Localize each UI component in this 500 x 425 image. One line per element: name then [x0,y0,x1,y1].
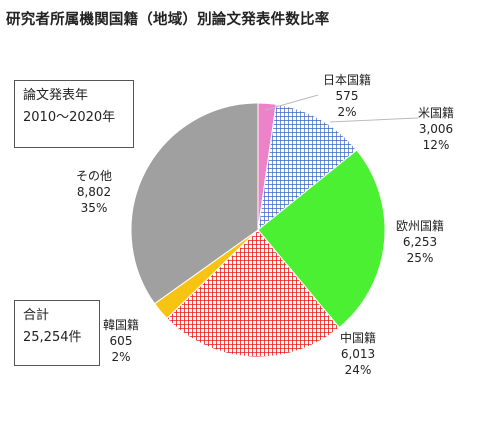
slice-label-value: 8,802 [76,185,112,199]
leader-line-japan [264,94,319,111]
slice-label-china: 中国籍 6,013 24% [340,330,376,378]
slice-label-usa: 米国籍 3,006 12% [418,105,454,153]
slice-label-name: 韓国籍 [103,318,140,332]
slice-label-percent: 12% [422,138,450,152]
pie-slice-europe [257,149,386,329]
slice-label-value: 6,253 [402,235,438,249]
slice-label-value: 3,006 [418,122,454,136]
slice-label-percent: 24% [344,363,372,377]
slice-label-percent: 2% [111,350,131,364]
chart-title: 研究者所属機関国籍（地域）別論文発表件数比率 [6,12,330,28]
total-box: 合計 25,254件 [14,300,100,366]
leader-line-usa [329,117,419,123]
slice-label-name: その他 [76,169,113,183]
slice-label-name: 米国籍 [418,106,455,120]
period-range: 2010〜2020年 [23,110,116,125]
slice-label-name: 中国籍 [340,331,377,345]
slice-label-value: 6,013 [340,347,376,361]
pie-slice-other [130,102,259,305]
slice-label-percent: 2% [337,105,357,119]
pie-slice-usa [257,103,358,232]
slice-label-name: 日本国籍 [323,73,372,87]
slice-label-percent: 25% [406,251,434,265]
slice-label-europe: 欧州国籍 6,253 25% [396,218,444,266]
pie-slice-china [166,229,341,358]
total-value: 25,254件 [23,330,82,345]
slice-label-value: 605 [109,334,133,348]
slice-label-korea: 韓国籍 605 2% [103,317,139,365]
slice-label-name: 欧州国籍 [396,219,445,233]
period-label: 論文発表年 [23,88,89,103]
slice-label-other: その他 8,802 35% [76,168,112,216]
period-box: 論文発表年 2010〜2020年 [14,80,134,148]
slice-label-percent: 35% [80,201,108,215]
total-label: 合計 [23,308,50,323]
slice-label-japan: 日本国籍 575 2% [323,72,371,120]
slice-label-value: 575 [335,89,359,103]
